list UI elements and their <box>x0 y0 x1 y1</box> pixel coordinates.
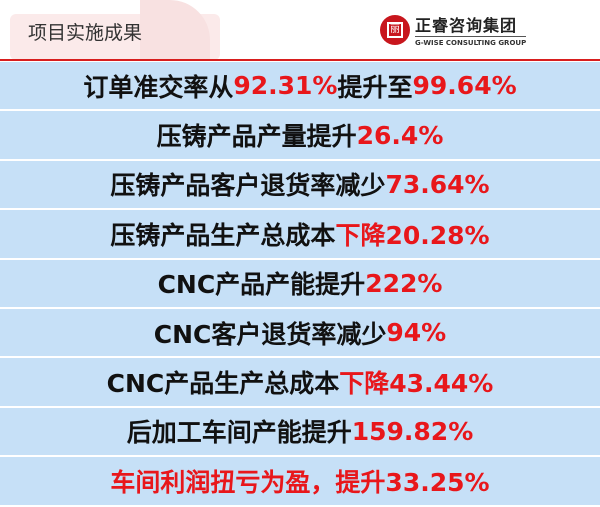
result-text: CNC产品生产总成本 <box>106 369 340 399</box>
company-logo: 丽 正睿咨询集团 G-WISE CONSULTING GROUP <box>380 12 527 47</box>
result-text: 压铸产品产量提升 <box>156 122 357 152</box>
result-text: 压铸产品客户退货率减少 <box>110 171 386 201</box>
seal-icon: 丽 <box>380 14 410 45</box>
decorative-background <box>140 0 210 60</box>
result-text: 后加工车间产能提升 <box>126 418 352 448</box>
result-text: CNC客户退货率减少 <box>153 319 387 349</box>
result-item: CNC产品生产总成本 下降43.44% <box>0 358 600 408</box>
result-text: 提升至 <box>337 72 413 102</box>
result-item: 压铸产品客户退货率减少 73.64% <box>0 160 600 211</box>
header: 项目实施成果 丽 正睿咨询集团 G-WISE CONSULTING GROUP <box>0 0 600 60</box>
result-item: CNC客户退货率减少 94% <box>0 308 600 359</box>
divider <box>0 59 600 61</box>
page-title: 项目实施成果 <box>28 22 143 44</box>
highlight-text: 99.64% <box>412 71 517 101</box>
results-list: 订单准交率从 92.31% 提升至 99.64% 压铸产品产量提升 26.4% 压铸产品客户… <box>0 62 600 507</box>
highlight-text: 下降43.44% <box>339 369 494 399</box>
highlight-text: 下降20.28% <box>335 220 490 250</box>
result-text: CNC产品产能提升 <box>157 270 366 300</box>
result-item: 订单准交率从 92.31% 提升至 99.64% <box>0 62 600 112</box>
result-text: 订单准交率从 <box>83 72 234 102</box>
result-item: 压铸产品生产总成本 下降20.28% <box>0 210 600 260</box>
logo-en: G-WISE CONSULTING GROUP <box>415 39 527 47</box>
result-item: CNC产品产能提升 222% <box>0 259 600 309</box>
result-text: 压铸产品生产总成本 <box>110 220 336 250</box>
highlight-text: 94% <box>386 318 447 348</box>
result-item: 压铸产品产量提升 26.4% <box>0 111 600 161</box>
result-item: 车间利润扭亏为盈，提升33.25% <box>0 457 600 507</box>
highlight-text: 159.82% <box>351 416 474 446</box>
highlight-text: 车间利润扭亏为盈，提升33.25% <box>110 467 490 497</box>
highlight-text: 73.64% <box>385 169 490 199</box>
highlight-text: 222% <box>365 268 443 298</box>
result-item: 后加工车间产能提升 159.82% <box>0 407 600 458</box>
highlight-text: 26.4% <box>356 120 444 150</box>
highlight-text: 92.31% <box>233 71 338 101</box>
logo-cn: 正睿咨询集团 <box>415 12 527 37</box>
